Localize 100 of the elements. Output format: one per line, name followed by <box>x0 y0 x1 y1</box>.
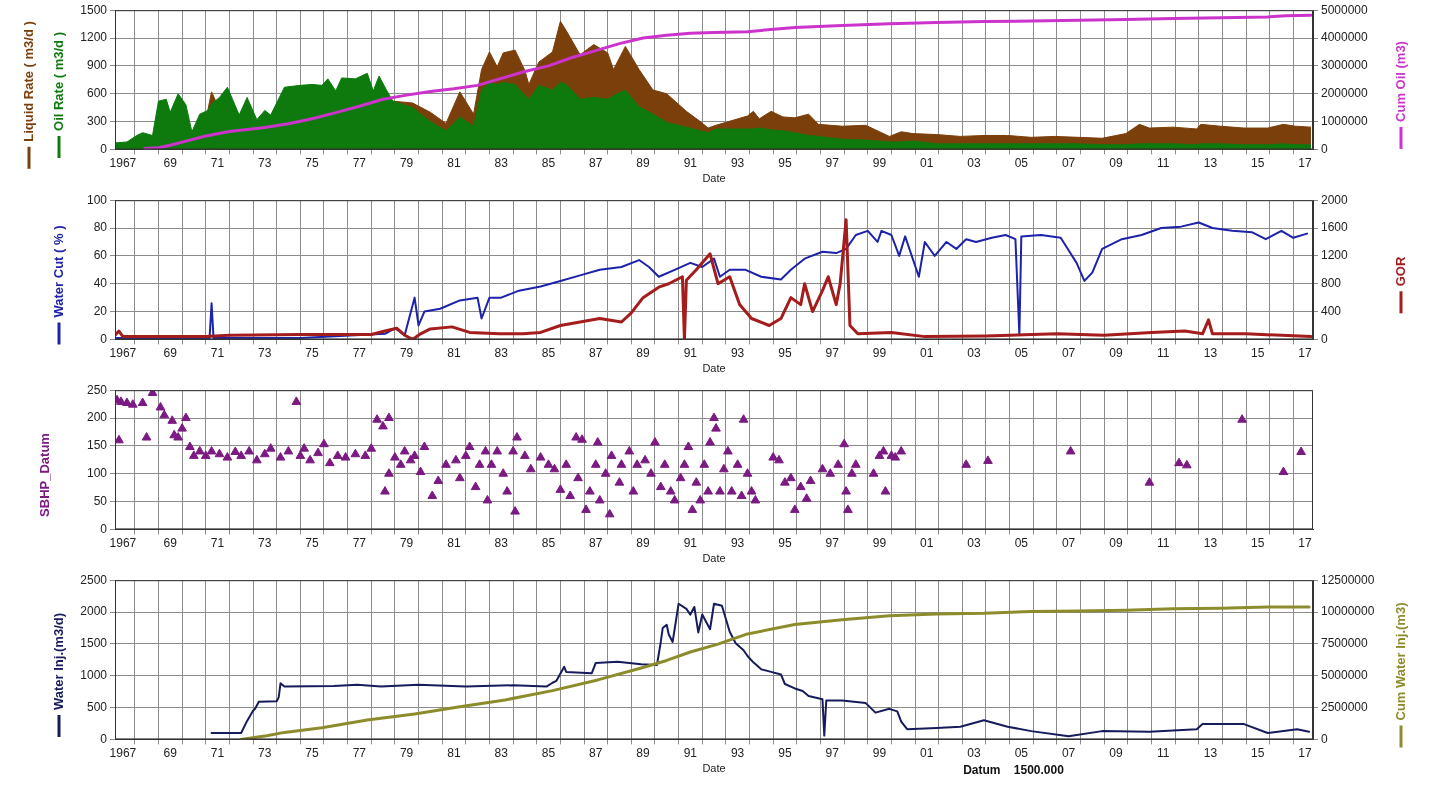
y2-tick-label: 10000000 <box>1321 604 1375 619</box>
x-tick-label: 09 <box>1109 535 1123 550</box>
x-tick-label: 07 <box>1061 535 1076 550</box>
x-tick-label: 87 <box>589 345 603 360</box>
y-tick-label: 20 <box>93 303 108 318</box>
y-tick-label: 0 <box>100 731 108 746</box>
y-tick-label: 1500 <box>80 636 108 651</box>
x-tick-label: 1967 <box>109 535 137 550</box>
x-tick-label: 97 <box>825 345 840 360</box>
x-tick-label: 69 <box>163 745 178 760</box>
x-tick-label: 69 <box>163 535 178 550</box>
x-tick-label: 97 <box>825 155 840 170</box>
x-tick-label: 03 <box>967 745 982 760</box>
x-tick-label: 1967 <box>109 155 137 170</box>
x-tick-label: 17 <box>1298 535 1313 550</box>
x-tick-label: 85 <box>541 535 556 550</box>
x-tick-label: 13 <box>1203 535 1218 550</box>
x-tick-label: 79 <box>399 345 414 360</box>
x-tick-label: 91 <box>683 345 698 360</box>
x-tick-label: 89 <box>636 745 651 760</box>
x-tick-label: 79 <box>399 155 414 170</box>
x-tick-label: 89 <box>636 535 651 550</box>
x-tick-label: 95 <box>778 155 792 170</box>
x-tick-label: 03 <box>967 535 982 550</box>
y2-tick-label: 5000000 <box>1321 668 1369 683</box>
y-tick-label: 1000 <box>80 668 108 683</box>
x-tick-label: 83 <box>494 155 509 170</box>
x-tick-label: 93 <box>730 345 745 360</box>
x-tick-label: 73 <box>258 745 272 760</box>
x-axis-title: Date <box>702 552 726 565</box>
x-tick-label: 99 <box>872 155 887 170</box>
x-tick-label: 77 <box>352 745 367 760</box>
y-tick-label: 100 <box>86 192 108 207</box>
x-tick-label: 05 <box>1014 155 1029 170</box>
x-tick-label: 07 <box>1061 745 1076 760</box>
x-tick-label: 17 <box>1298 345 1313 360</box>
x-tick-label: 73 <box>258 535 272 550</box>
y2-tick-label: 3000000 <box>1321 58 1369 73</box>
x-tick-label: 11 <box>1156 155 1170 170</box>
x-tick-label: 77 <box>352 535 367 550</box>
x-tick-label: 05 <box>1014 745 1029 760</box>
y2-tick-label: 7500000 <box>1321 636 1369 651</box>
x-tick-label: 15 <box>1251 345 1265 360</box>
y-tick-label: 250 <box>86 382 108 397</box>
y2-tick-label: 2500000 <box>1321 699 1369 714</box>
x-tick-label: 13 <box>1203 745 1218 760</box>
y-tick-label: 900 <box>86 58 108 73</box>
x-tick-label: 01 <box>920 745 934 760</box>
x-tick-label: 09 <box>1109 155 1123 170</box>
x-tick-label: 87 <box>589 535 603 550</box>
y-tick-label: 50 <box>93 493 108 508</box>
x-tick-label: 75 <box>305 745 320 760</box>
y-tick-label: 150 <box>86 438 108 453</box>
y2-tick-label: 400 <box>1321 303 1342 318</box>
x-tick-label: 89 <box>636 345 651 360</box>
y-tick-label: 40 <box>93 276 108 291</box>
x-tick-label: 97 <box>825 745 840 760</box>
x-tick-label: 71 <box>210 155 225 170</box>
x-tick-label: 13 <box>1203 155 1218 170</box>
x-tick-label: 89 <box>636 155 651 170</box>
x-axis-title: Date <box>702 172 726 185</box>
y-tick-label: 0 <box>100 331 108 346</box>
x-tick-label: 07 <box>1061 155 1076 170</box>
x-tick-label: 95 <box>778 745 792 760</box>
x-tick-label: 05 <box>1014 345 1029 360</box>
x-tick-label: 99 <box>872 745 887 760</box>
x-tick-label: 71 <box>210 745 225 760</box>
x-tick-label: 1967 <box>109 745 137 760</box>
x-tick-label: 01 <box>920 535 934 550</box>
y2-tick-label: 0 <box>1321 141 1328 156</box>
x-tick-label: 09 <box>1109 745 1123 760</box>
x-tick-label: 75 <box>305 345 320 360</box>
y-tick-label: 2000 <box>80 604 108 619</box>
text: Cum Water Inj.(m3) <box>1392 602 1408 721</box>
x-tick-label: 73 <box>258 345 272 360</box>
y-tick-label: 0 <box>100 141 108 156</box>
x-tick-label: 03 <box>967 155 982 170</box>
x-tick-label: 69 <box>163 345 178 360</box>
x-tick-label: 99 <box>872 535 887 550</box>
x-tick-label: 79 <box>399 535 414 550</box>
text: Liquid Rate ( m3/d ) <box>20 21 36 142</box>
text: Water Inj.(m3/d) <box>50 612 66 711</box>
x-tick-label: 85 <box>541 745 556 760</box>
y2-tick-label: 4000000 <box>1321 30 1369 45</box>
text: Datum 1500.000 <box>963 763 1065 778</box>
x-tick-label: 97 <box>825 535 840 550</box>
x-tick-label: 01 <box>920 345 934 360</box>
y-tick-label: 500 <box>86 699 108 714</box>
x-tick-label: 85 <box>541 155 556 170</box>
y2-tick-label: 2000000 <box>1321 86 1369 101</box>
x-tick-label: 81 <box>447 535 461 550</box>
y2-tick-label: 12500000 <box>1321 572 1375 587</box>
x-axis-title: Date <box>702 762 726 775</box>
x-tick-label: 81 <box>447 155 461 170</box>
x-tick-label: 87 <box>589 745 603 760</box>
x-tick-label: 83 <box>494 745 509 760</box>
text: GOR <box>1392 256 1408 287</box>
x-tick-label: 03 <box>967 345 982 360</box>
x-tick-label: 93 <box>730 155 745 170</box>
x-tick-label: 11 <box>1156 345 1170 360</box>
